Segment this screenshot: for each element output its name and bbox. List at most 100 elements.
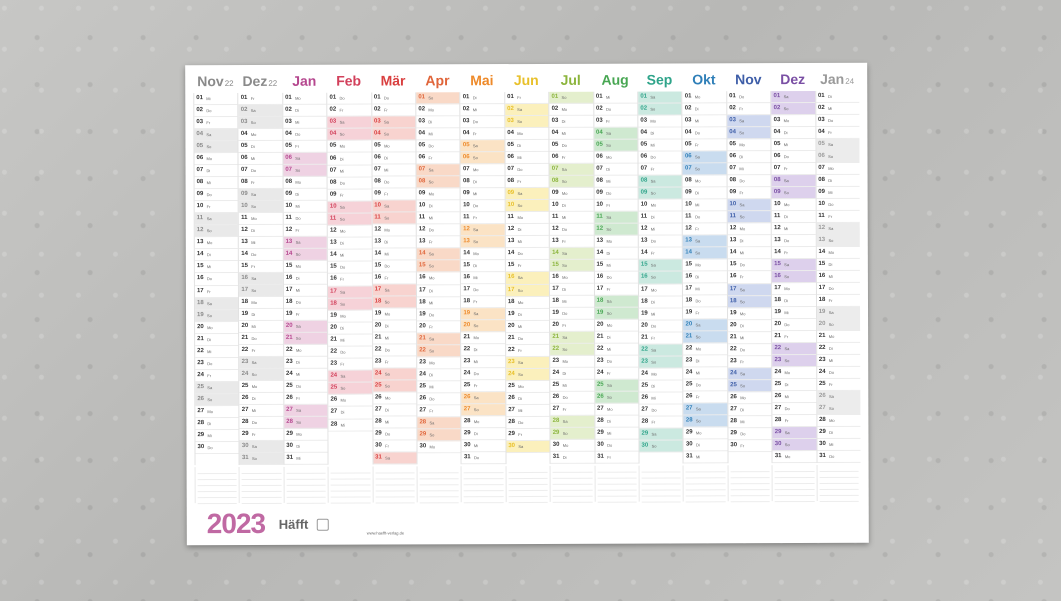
weekday-label: Fr (517, 347, 522, 353)
day-cell: 14 Mi (328, 249, 372, 263)
month-column: 01 Mo 02 Di 03 Mi 04 Do 05 Fr 06 Sa 07 So 08 Mo 09 Di 10 Mi… (681, 91, 728, 464)
weekday-label: So (251, 455, 257, 461)
day-cell: 21 Mo (816, 330, 861, 343)
weekday-label: Mo (561, 106, 568, 112)
day-cell: 16 So (638, 271, 683, 285)
weekday-label: Mi (562, 382, 567, 388)
day-cell: 20 Sa (683, 319, 727, 332)
day-number: 10 (329, 203, 337, 210)
day-number: 05 (285, 142, 292, 149)
weekday-label: Mo (207, 324, 213, 330)
day-cell: 23 Fr (728, 355, 772, 369)
day-cell: 22 Sa (772, 342, 816, 356)
day-cell: 18 Mo (505, 296, 550, 309)
day-number: 27 (374, 406, 382, 413)
day-number: 10 (640, 201, 648, 208)
day-cell: 09 So (771, 186, 816, 200)
day-number: 31 (552, 453, 560, 460)
weekday-label: Fr (695, 310, 700, 316)
day-cell: 25 Mi (417, 380, 461, 394)
day-number: 02 (595, 105, 603, 112)
weekday-label: Mo (428, 275, 435, 281)
weekday-label: Do (517, 251, 523, 257)
weekday-label: Mo (206, 156, 213, 162)
legend-line (197, 495, 238, 499)
day-cell: 30 Fr (728, 440, 772, 453)
weekday-label: Mo (606, 322, 613, 328)
day-number: 04 (551, 129, 559, 136)
day-number: 31 (375, 454, 382, 461)
day-number: 25 (286, 382, 293, 389)
month-header: Dez (770, 67, 814, 91)
day-number: 20 (552, 321, 560, 328)
day-number: 10 (241, 202, 248, 209)
legend-line (819, 474, 859, 478)
month-header: Jan (282, 69, 326, 93)
weekday-label: Di (384, 323, 389, 329)
day-cell: 02 Do (194, 105, 238, 118)
weekday-label: Do (251, 335, 257, 341)
day-number: 10 (685, 201, 692, 208)
weekday-label: Mo (695, 262, 701, 268)
day-cell: 10 Sa (372, 200, 416, 213)
day-cell: 15 So (416, 260, 461, 273)
day-number: 01 (507, 94, 514, 101)
day-cell: 24 Sa (328, 370, 372, 383)
day-cell: 04 So (727, 127, 771, 140)
legend-line (419, 500, 460, 504)
day-number: 01 (640, 93, 648, 100)
weekday-label: Do (340, 349, 346, 355)
day-cell: 19 Fr (683, 307, 727, 320)
weekday-label: So (562, 346, 568, 352)
day-cell: 09 Sa (505, 188, 549, 201)
weekday-label: So (740, 383, 746, 389)
weekday-label: Di (650, 130, 655, 136)
day-cell: 18 Do (683, 295, 727, 308)
weekday-label: Fr (384, 191, 389, 197)
legend-line (197, 477, 238, 481)
day-cell: 04 So (372, 128, 416, 141)
day-cell: 29 So (550, 427, 595, 440)
weekday-label: Mo (739, 142, 745, 148)
day-number: 27 (197, 407, 205, 414)
day-cell: 28 Fr (639, 416, 683, 429)
day-number: 15 (640, 262, 648, 269)
day-cell: 28 Mo (461, 416, 506, 429)
weekday-label: Do (517, 335, 524, 341)
month-column: 01 Fr 02 Sa 03 So 04 Mo 05 Di 06 Mi 07 Do 08 Fr 09 Sa 10 So… (237, 92, 284, 466)
day-number: 27 (241, 406, 249, 413)
day-cell: 08 Mi (594, 175, 638, 188)
weekday-label: Do (783, 154, 789, 160)
day-number: 12 (418, 226, 426, 233)
day-number: 05 (374, 142, 381, 149)
legend-line (375, 482, 415, 486)
day-cell: 28 So (284, 416, 328, 429)
weekday-label: So (207, 396, 213, 402)
day-number: 26 (374, 394, 382, 401)
day-number: 11 (773, 213, 781, 220)
day-number: 30 (197, 444, 205, 451)
legend-line (508, 493, 548, 498)
day-number: 31 (819, 452, 826, 459)
legend-line (774, 474, 815, 479)
day-cell: 20 So (816, 318, 861, 331)
legend-line (641, 499, 682, 503)
legend-line (641, 469, 682, 473)
legend-line (686, 475, 726, 479)
day-cell: 16 Mo (416, 272, 461, 285)
weekday-label: So (784, 274, 790, 280)
day-number: 14 (685, 249, 692, 256)
day-number: 26 (286, 394, 293, 401)
day-cell: 23 Mi (816, 354, 861, 367)
weekday-label: Sa (828, 225, 834, 231)
day-cell: 03 Mi (682, 115, 727, 128)
month-column: 01 Mo 02 Di 03 Mi 04 Do 05 Fr 06 Sa 07 So 08 Mo 09 Di 10 Mi… (282, 92, 328, 465)
day-number: 15 (463, 262, 470, 269)
day-cell: 18 Sa (594, 295, 639, 308)
day-number: 03 (462, 118, 470, 125)
day-number: 19 (596, 309, 604, 316)
day-number: 27 (463, 406, 471, 413)
day-number: 24 (197, 371, 204, 378)
weekday-label: Do (473, 371, 479, 377)
day-cell: 18 Fr (816, 294, 861, 307)
